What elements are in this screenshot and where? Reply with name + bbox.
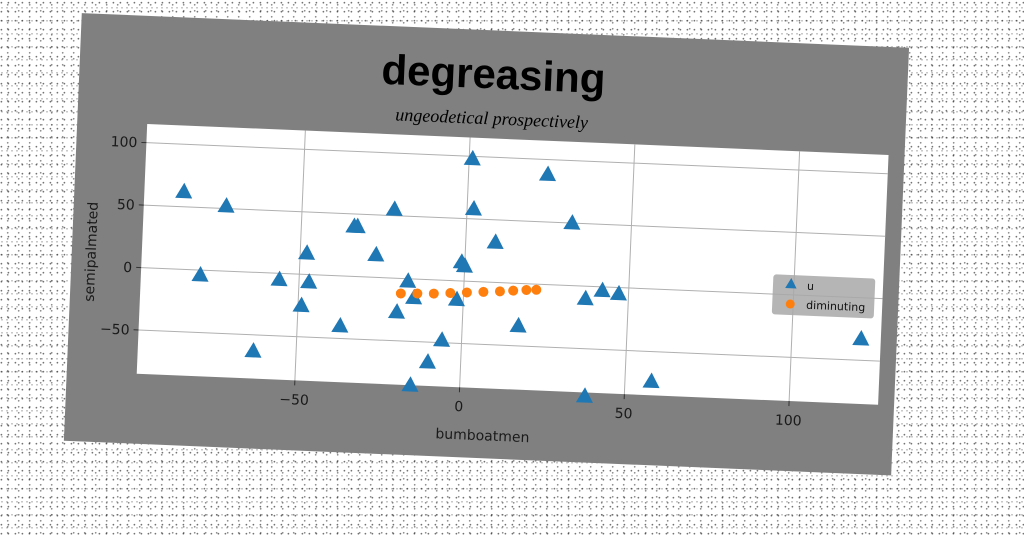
x-tick-label: 100 [775,413,802,430]
y-tick-label: 100 [110,134,137,151]
legend: u diminuting [772,274,876,318]
legend-label-u: u [807,280,815,293]
y-tick-label: 50 [117,197,135,214]
y-tick-label: −50 [100,321,130,338]
y-tick-label: 0 [123,260,133,276]
x-tick-label: 0 [454,399,464,415]
x-tick-label: −50 [279,392,309,409]
x-tick-label: 50 [614,406,632,423]
chart-title: degreasing [381,46,607,102]
plot-area [137,124,889,405]
legend-label-diminuting: diminuting [806,299,866,314]
